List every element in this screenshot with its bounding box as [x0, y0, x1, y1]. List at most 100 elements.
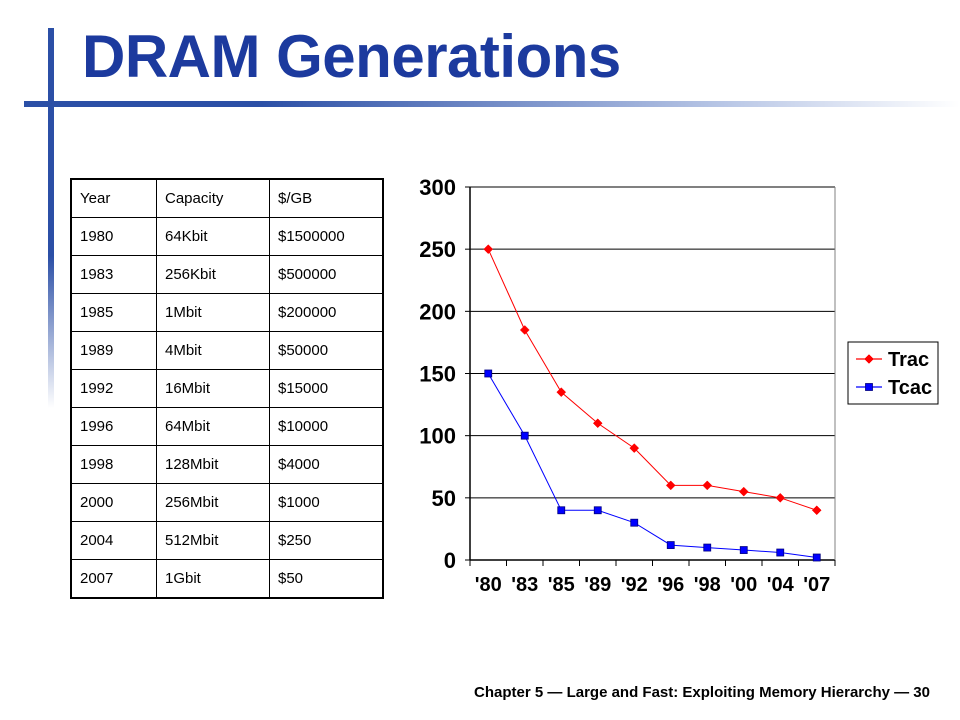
decorative-vertical-bar — [48, 28, 54, 408]
chart-series — [483, 244, 822, 562]
cell-capacity: 64Mbit — [156, 407, 270, 446]
legend-label-trac: Trac — [888, 349, 929, 371]
legend-marker-tcac — [865, 383, 873, 391]
header-price: $/GB — [269, 178, 384, 218]
x-tick-label: '89 — [584, 574, 611, 596]
x-tick-label: '04 — [767, 574, 795, 596]
cell-price: $1500000 — [269, 217, 384, 256]
cell-capacity: 128Mbit — [156, 445, 270, 484]
x-axis-ticks: '80 '83 '85 '89 '92 '96 '98 '00 '04 '07 — [469, 560, 836, 596]
data-point — [557, 506, 566, 515]
legend-box — [847, 341, 939, 405]
table-row: 2004 512Mbit $250 — [70, 521, 384, 560]
x-tick-label: '92 — [621, 574, 648, 596]
data-point — [703, 543, 712, 552]
data-point — [484, 369, 493, 378]
data-point — [738, 486, 749, 497]
cell-year: 2004 — [70, 521, 157, 560]
header-year: Year — [70, 178, 157, 218]
data-point — [776, 548, 785, 557]
cell-price: $10000 — [269, 407, 384, 446]
data-point — [556, 387, 567, 398]
cell-price: $4000 — [269, 445, 384, 484]
cell-year: 2007 — [70, 559, 157, 599]
cell-price: $1000 — [269, 483, 384, 522]
series-tcac — [484, 369, 821, 562]
data-point — [520, 431, 529, 440]
data-point — [702, 480, 713, 491]
dram-latency-chart: 0 50 100 150 200 250 300 '80 '83 '85 '89 '92 '96 '98… — [419, 175, 939, 596]
table-row: 1985 1Mbit $200000 — [70, 293, 384, 332]
cell-year: 1980 — [70, 217, 157, 256]
table-row: 1989 4Mbit $50000 — [70, 331, 384, 370]
cell-capacity: 1Gbit — [156, 559, 270, 599]
data-point — [630, 518, 639, 527]
series-line-trac — [487, 248, 817, 511]
x-tick-label: '85 — [548, 574, 575, 596]
data-point — [812, 553, 821, 562]
y-tick-label: 300 — [419, 175, 456, 200]
header-capacity: Capacity — [156, 178, 270, 218]
cell-capacity: 512Mbit — [156, 521, 270, 560]
series-trac — [483, 244, 822, 516]
x-tick-label: '80 — [475, 574, 502, 596]
x-tick-label: '83 — [511, 574, 538, 596]
cell-price: $500000 — [269, 255, 384, 294]
x-tick-label: '07 — [803, 574, 830, 596]
cell-price: $15000 — [269, 369, 384, 408]
table-row: 2000 256Mbit $1000 — [70, 483, 384, 522]
cell-year: 1996 — [70, 407, 157, 446]
chart-gridlines — [470, 186, 835, 499]
cell-year: 1985 — [70, 293, 157, 332]
x-tick-label: '00 — [730, 574, 757, 596]
cell-capacity: 256Kbit — [156, 255, 270, 294]
series-line-tcac — [487, 373, 817, 559]
y-tick-label: 250 — [419, 237, 456, 262]
x-tick-label: '96 — [657, 574, 684, 596]
cell-capacity: 16Mbit — [156, 369, 270, 408]
cell-capacity: 1Mbit — [156, 293, 270, 332]
cell-capacity: 64Kbit — [156, 217, 270, 256]
data-point — [775, 492, 786, 503]
y-tick-label: 150 — [419, 362, 456, 387]
cell-capacity: 4Mbit — [156, 331, 270, 370]
table-body: 1980 64Kbit $1500000 1983 256Kbit $500000 1985… — [70, 217, 384, 599]
dram-table: Year Capacity $/GB 1980 64Kbit $1500000 198… — [70, 178, 384, 599]
data-point — [629, 443, 640, 453]
cell-price: $50000 — [269, 331, 384, 370]
cell-year: 1983 — [70, 255, 157, 294]
legend-label-tcac: Tcac — [888, 377, 932, 399]
data-point — [811, 505, 822, 516]
cell-price: $250 — [269, 521, 384, 560]
data-point — [519, 325, 530, 335]
table-header-row: Year Capacity $/GB — [70, 178, 384, 218]
table-row: 2007 1Gbit $50 — [70, 559, 384, 599]
cell-capacity: 256Mbit — [156, 483, 270, 522]
cell-year: 1998 — [70, 445, 157, 484]
table-row: 1980 64Kbit $1500000 — [70, 217, 384, 256]
data-point — [739, 546, 748, 554]
cell-price: $50 — [269, 559, 384, 599]
data-point — [593, 506, 602, 515]
y-tick-label: 0 — [444, 548, 456, 573]
slide-footer: Chapter 5 — Large and Fast: Exploiting M… — [474, 684, 930, 701]
cell-year: 1989 — [70, 331, 157, 370]
data-point — [665, 480, 676, 491]
table-row: 1992 16Mbit $15000 — [70, 369, 384, 408]
x-tick-label: '98 — [694, 574, 721, 596]
y-axis-ticks: 0 50 100 150 200 250 300 — [419, 175, 470, 573]
cell-year: 2000 — [70, 483, 157, 522]
data-point — [666, 541, 675, 549]
y-tick-label: 200 — [419, 299, 456, 324]
legend-marker-trac — [864, 354, 874, 364]
data-point — [483, 244, 494, 255]
y-tick-label: 50 — [432, 486, 456, 511]
table-row: 1983 256Kbit $500000 — [70, 255, 384, 294]
chart-axes — [469, 187, 836, 561]
slide-title: DRAM Generations — [82, 23, 621, 90]
chart-legend: Trac Tcac — [847, 341, 939, 405]
y-tick-label: 100 — [419, 424, 456, 449]
table-row: 1996 64Mbit $10000 — [70, 407, 384, 446]
decorative-horizontal-bar — [24, 101, 960, 107]
data-point — [592, 418, 603, 429]
